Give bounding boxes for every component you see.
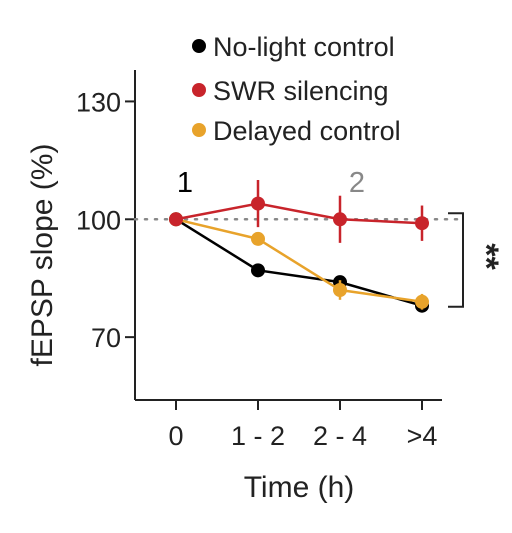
legend-label: No-light control xyxy=(213,32,395,62)
legend-item: Delayed control xyxy=(192,116,401,146)
legend: No-light control SWR silencing Delayed con… xyxy=(192,32,401,146)
series-line xyxy=(175,218,423,304)
data-point xyxy=(169,212,183,227)
x-tick-label: >4 xyxy=(407,421,438,451)
x-tick-label: 1 - 2 xyxy=(231,421,285,451)
y-axis-title: fEPSP slope (%) xyxy=(26,144,59,367)
y-tick-label: 130 xyxy=(76,87,121,117)
significance-label: ** xyxy=(467,243,505,270)
data-point xyxy=(333,212,347,227)
x-axis-title: Time (h) xyxy=(244,471,355,504)
series-line xyxy=(175,202,423,225)
legend-item: SWR silencing xyxy=(192,76,389,106)
x-tick-label: 2 - 4 xyxy=(313,421,367,451)
legend-marker xyxy=(192,39,206,53)
annotation-label: 1 xyxy=(177,167,193,199)
data-point xyxy=(415,294,429,309)
data-point xyxy=(415,216,429,231)
legend-marker xyxy=(192,123,206,137)
legend-label: SWR silencing xyxy=(213,76,389,106)
data-point xyxy=(251,196,265,211)
data-point xyxy=(251,231,265,246)
axes: 70 100 130 0 1 - 2 2 - 4 >4 Time (h) fEPSP slope… xyxy=(26,70,442,504)
annotations: 1 2 ** xyxy=(177,167,505,308)
data-point xyxy=(251,263,265,278)
annotation-label: 2 xyxy=(349,167,365,199)
significance-bracket xyxy=(448,212,464,308)
data-point xyxy=(333,283,347,297)
series-swr-silencing xyxy=(169,180,429,243)
x-tick-label: 0 xyxy=(168,421,183,451)
y-tick-label: 100 xyxy=(76,205,121,235)
legend-item: No-light control xyxy=(192,32,395,62)
series-delayed-control xyxy=(169,212,429,310)
y-tick-label: 70 xyxy=(91,323,121,353)
legend-label: Delayed control xyxy=(213,116,401,146)
series-line xyxy=(175,218,423,307)
series-group xyxy=(169,180,429,313)
legend-marker xyxy=(192,83,206,97)
